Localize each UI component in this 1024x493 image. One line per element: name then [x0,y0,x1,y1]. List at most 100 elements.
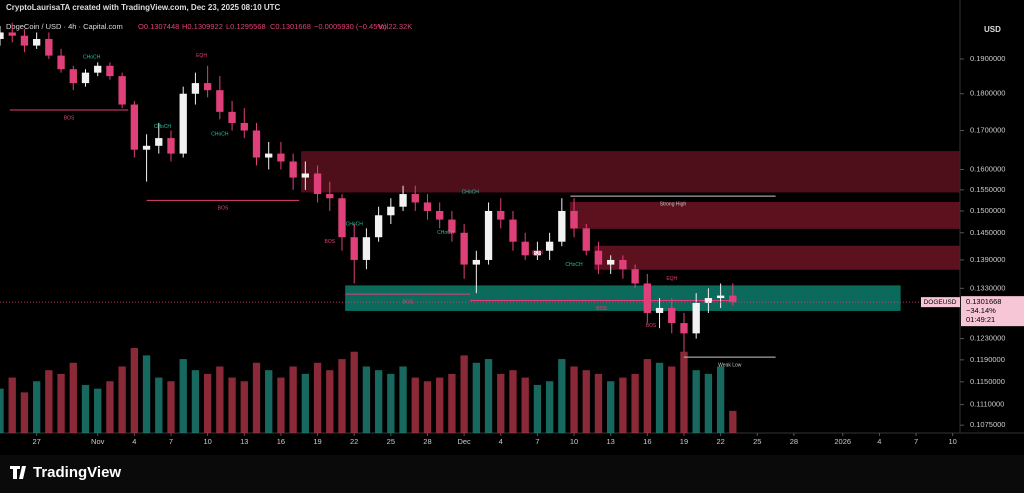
candle-body [643,283,651,313]
candle-body [460,232,468,265]
volume-bar [228,377,236,433]
x-tick-label: 22 [716,437,724,446]
volume-bar [216,366,224,433]
x-tick-label: 4 [877,437,881,446]
candle-body [118,76,126,105]
volume-bar [203,373,212,433]
y-tick-label: 0.1600000 [970,164,1005,173]
candle-body [387,206,395,216]
volume-bar [374,370,383,433]
y-tick-label: 0.1075000 [970,420,1005,429]
x-tick-label: 25 [387,437,395,446]
volume-bar [57,373,65,433]
candle-body [32,38,41,46]
candle-body [277,153,285,162]
volume-bar [179,359,187,433]
y-tick-label: 0.1230000 [970,334,1005,343]
volume-bar [497,373,505,433]
volume-bar [448,373,456,433]
x-tick-label: 22 [350,437,358,446]
y-tick-label: 0.1110000 [970,400,1004,409]
structure-label: Strong High [660,201,687,207]
volume-bar [94,388,102,433]
volume-bar [362,366,371,433]
annotation: EQH [666,276,677,282]
volume-bar [521,377,529,433]
candle-body [8,32,16,36]
volume-bar [411,377,419,433]
price-tag-value: 0.1301668 [966,297,1001,306]
volume-bar [692,370,700,433]
candle-body [191,83,200,94]
zone [569,201,960,229]
volume-bar [716,366,725,433]
volume-bar [252,362,261,433]
x-tick-label: 10 [203,437,211,446]
x-tick-label: 16 [643,437,651,446]
candle-body [216,90,224,112]
volume-bar [582,370,590,433]
candle-body [692,302,700,334]
candle-body [362,237,371,260]
volume-bar [607,381,615,433]
legend-change: −0.0005930 (−0.45%) [314,22,387,31]
volume-bar [265,370,273,433]
volume-bar [81,384,90,433]
annotation: CHoCH [154,124,172,130]
candle-body [619,259,627,270]
candle-body [81,72,90,84]
volume-bar [69,362,77,433]
volume-bar [301,373,310,433]
annotation: BOS [646,323,657,329]
candle-body [326,194,334,199]
candle-body [558,210,566,242]
y-tick-label: 0.1800000 [970,89,1005,98]
candle-body [57,55,65,70]
volume-bar [631,373,639,433]
volume-bar [289,366,297,433]
volume-bar [191,370,200,433]
candle-body [582,228,590,251]
volume-bar [338,359,346,433]
candle-body [545,241,554,251]
price-tag [961,296,1024,327]
candle-body [265,153,273,158]
candle-body [289,161,297,178]
candle-body [509,219,517,242]
x-tick-label: Nov [91,437,105,446]
x-tick-label: 28 [423,437,431,446]
candle-body [668,307,676,324]
x-tick-label: 25 [753,437,761,446]
y-tick-label: 0.1450000 [970,228,1005,237]
volume-bar [668,366,676,433]
candle-body [69,69,77,84]
structure-label: BOS [64,115,75,121]
structure-label: BOS [218,206,229,212]
annotation: BOS [324,239,335,245]
volume-bar [643,359,651,433]
currency: USD [984,25,1001,34]
legend-close: C0.1301668 [270,22,311,31]
volume-bar [387,373,395,433]
plot: BOS BOS Strong High Weak Low BOS BOS CHoCH CHoC… [0,22,960,433]
volume-bar [545,381,554,433]
x-tick-label: 7 [535,437,539,446]
x-tick-label: 2026 [834,437,851,446]
credit: CryptoLaurisaTA created with TradingView… [6,3,281,12]
candle-body [655,307,664,313]
candle-body [570,210,578,229]
volume-bar [594,373,603,433]
annotation: CHoCH [346,221,364,227]
volume-bar [423,381,432,433]
candle-body [106,65,114,77]
volume-bar [399,366,407,433]
x-tick-label: 27 [32,437,40,446]
candle-body [20,35,29,46]
footer-bar [0,455,1024,493]
annotation: CHoCH [211,132,229,138]
volume-bar [277,377,285,433]
volume-bar [533,384,542,433]
annotation: EQH [532,250,543,256]
volume-bar [167,381,175,433]
